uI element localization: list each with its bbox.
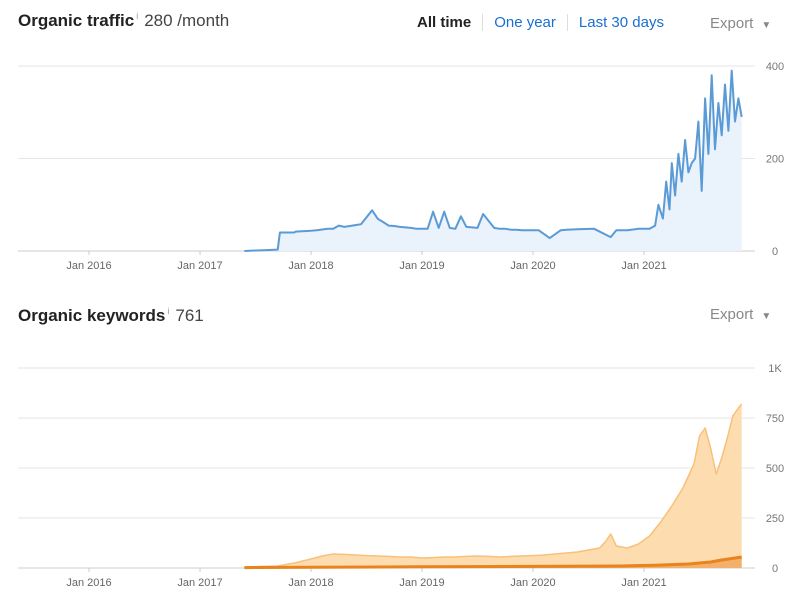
traffic-title-row: Organic traffic i 280 /month [18,11,229,31]
traffic-headline-value: 280 /month [144,11,230,30]
y-tick-label: 0 [772,563,778,575]
x-tick-label: Jan 2017 [177,260,222,272]
traffic-title: Organic traffic [18,11,135,30]
y-tick-label: 200 [766,154,784,166]
x-tick-label: Jan 2016 [66,260,111,272]
x-tick-label: Jan 2016 [66,577,111,589]
keywords-title-row: Organic keywords i 761 [18,306,204,326]
y-tick-label: 500 [766,463,784,475]
keywords-export-button[interactable]: Export ▼ [710,306,771,323]
x-tick-label: Jan 2017 [177,577,222,589]
series-area-0 [244,70,742,251]
tab-one-year[interactable]: One year [482,14,567,31]
organic-traffic-chart: 400 200 0 Jan 2016 Jan 2017 Jan 2018 Jan 2019 J… [18,61,784,272]
y-tick-label: 0 [772,246,778,258]
organic-keywords-chart: 1K 750 500 250 0 Jan 2016 Jan 2017 Jan 2018 Jan … [18,363,784,589]
y-tick-label: 750 [766,413,784,425]
traffic-export-button[interactable]: Export ▼ [710,15,771,32]
x-tick-label: Jan 2020 [510,577,555,589]
y-tick-label: 400 [766,61,784,73]
traffic-export-label: Export [710,15,754,32]
series-area-0 [244,404,742,568]
y-tick-label: 250 [766,513,784,525]
x-tick-label: Jan 2021 [621,577,666,589]
keywords-export-label: Export [710,306,754,323]
info-icon[interactable]: i [167,306,170,316]
caret-down-icon: ▼ [761,311,772,322]
y-tick-label: 1K [768,363,782,375]
x-tick-label: Jan 2021 [621,260,666,272]
info-icon[interactable]: i [136,11,139,21]
tab-last-30-days[interactable]: Last 30 days [566,14,675,31]
time-range-tabs: All time One year Last 30 days [417,14,675,31]
x-tick-label: Jan 2018 [288,260,333,272]
x-tick-label: Jan 2020 [510,260,555,272]
keywords-title: Organic keywords [18,306,166,325]
tab-all-time[interactable]: All time [417,14,472,31]
keywords-headline-value: 761 [175,306,204,325]
x-tick-label: Jan 2019 [399,577,444,589]
x-tick-label: Jan 2018 [288,577,333,589]
caret-down-icon: ▼ [761,20,772,31]
x-tick-label: Jan 2019 [399,260,444,272]
series-area-1 [244,557,742,568]
